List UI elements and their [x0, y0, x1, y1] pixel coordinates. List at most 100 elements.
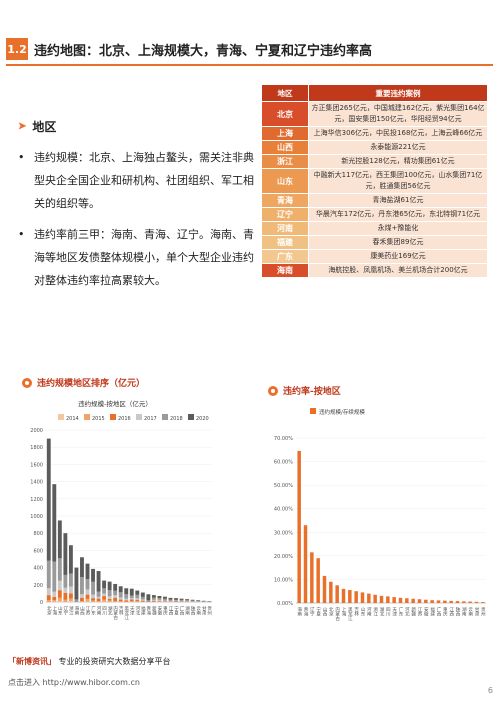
y-tick-label: 1000 [30, 514, 43, 520]
chart2-heading-text: 违约率-按地区 [283, 387, 341, 397]
bar-segment [157, 600, 162, 602]
bar-segment [63, 533, 68, 575]
table-row: 山西 永泰能源221亿元 [261, 140, 488, 155]
x-tick-label: 广西 [179, 605, 184, 617]
bar-segment [135, 598, 140, 601]
x-tick-label: 安徽 [423, 606, 428, 618]
x-tick-label: 陕西 [455, 606, 460, 618]
bar-segment [102, 599, 107, 602]
x-tick-label: 浙江 [68, 605, 73, 617]
bar-segment [57, 558, 62, 581]
bar-segment [124, 588, 129, 595]
bar-segment [107, 600, 112, 602]
x-tick-label: 陕西 [190, 605, 195, 617]
table-cell-region: 辽宁 [261, 207, 309, 222]
table-cell-region: 海南 [261, 263, 309, 278]
legend-swatch [188, 414, 194, 420]
bar-segment [163, 601, 167, 602]
bar-segment [91, 594, 95, 599]
bar [417, 599, 422, 603]
table-header-cases: 重要违约案例 [308, 84, 488, 102]
bar-segment [52, 561, 57, 592]
bar-segment [129, 601, 134, 602]
bar [310, 552, 314, 603]
bar-segment [124, 594, 129, 599]
bar-segment [146, 594, 151, 601]
table-cell-cases: 永煤+豫能化 [308, 221, 488, 236]
legend-label: 2017 [144, 416, 157, 422]
table-row: 山东 中融新大117亿元，西王集团100亿元，山水集团71亿元，胜通集团56亿元 [261, 168, 488, 194]
bar-segment [124, 598, 129, 601]
x-tick-label: 云南 [196, 606, 201, 616]
x-tick-label: 天津 [392, 607, 397, 618]
table-row: 海南 海航控股、凤凰机场、美兰机场合计200亿元 [261, 263, 488, 278]
x-tick-label: 湖北 [107, 605, 112, 617]
bar-segment [179, 598, 184, 600]
x-tick-label: 辽宁 [309, 606, 314, 617]
x-tick-label: 福建 [140, 605, 145, 617]
bar-segment [179, 600, 184, 602]
chart1-title: 违约规模-按地区（亿元） [78, 399, 152, 408]
legend-swatch [162, 414, 168, 420]
bar-segment [174, 599, 178, 601]
bar-segment [63, 599, 68, 602]
bar-segment [68, 601, 73, 602]
bar-segment [52, 596, 57, 601]
table-cell-cases: 上海华信306亿元，中民投168亿元，上海云峰66亿元 [308, 126, 488, 141]
x-tick-label: 吉林 [118, 606, 123, 617]
x-tick-label: 重庆 [162, 605, 167, 617]
footer-link[interactable]: 点击进入 http://www.hibor.com.cn [8, 678, 140, 687]
x-tick-label: 河北 [135, 605, 140, 617]
x-tick-label: 黑龙江 [124, 606, 129, 621]
bar [474, 601, 479, 603]
bar-segment [179, 599, 184, 601]
bar-segment [157, 599, 162, 601]
x-tick-label: 安徽 [157, 605, 162, 617]
bar-segment [129, 595, 134, 599]
bar-segment [102, 593, 107, 597]
bar-segment [80, 557, 84, 578]
bar-segment [80, 577, 84, 595]
x-tick-label: 四川 [102, 606, 107, 616]
bar-segment [96, 596, 101, 599]
bar-segment [185, 599, 190, 601]
x-tick-label: 天津 [129, 606, 134, 617]
bar-segment [163, 598, 167, 601]
bar-segment [85, 579, 90, 590]
y-tick-label: 10.00% [274, 577, 293, 583]
y-tick-label: 0.00% [277, 601, 293, 607]
bar-segment [196, 600, 201, 602]
bar-segment [80, 597, 84, 602]
bar [354, 591, 358, 603]
bar-segment [63, 587, 68, 593]
bar-segment [63, 574, 68, 588]
x-tick-label: 甘肃 [474, 606, 479, 618]
bar-segment [113, 595, 118, 598]
bar [436, 600, 441, 603]
bar-segment [52, 591, 57, 597]
x-tick-label: 上海 [52, 605, 57, 617]
chart2-heading: 违约率-按地区 [268, 384, 341, 397]
legend-label: 2015 [92, 416, 105, 422]
table-cell-region: 北京 [261, 101, 309, 127]
table-row: 福建 春禾集团89亿元 [261, 235, 488, 250]
x-tick-label: 山西 [79, 605, 84, 617]
y-tick-label: 40.00% [274, 507, 293, 513]
bar-segment [135, 600, 140, 602]
bar-segment [68, 573, 73, 587]
bar-segment [91, 581, 95, 595]
bar [297, 450, 301, 603]
bar-segment [151, 597, 156, 600]
bar-segment [57, 601, 62, 602]
table-row: 河南 永煤+豫能化 [261, 221, 488, 236]
y-tick-label: 70.00% [274, 436, 293, 442]
y-tick-label: 400 [33, 566, 43, 572]
bar [411, 598, 415, 603]
bar [468, 601, 472, 603]
bar-segment [118, 592, 123, 598]
bar-segment [190, 600, 195, 602]
bar-segment [57, 580, 62, 591]
chart1-heading-text: 违约规模地区排序（亿元） [37, 379, 146, 389]
bar-segment [80, 601, 84, 602]
legend-label: 2018 [170, 416, 183, 422]
